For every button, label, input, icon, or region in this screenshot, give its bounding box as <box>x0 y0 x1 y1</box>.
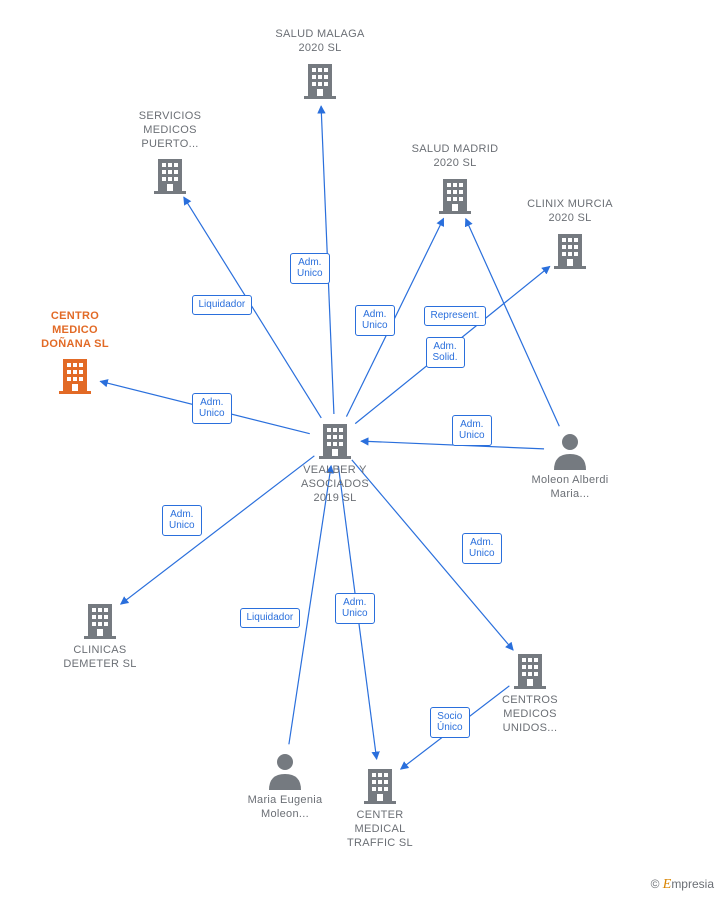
building-icon <box>550 230 590 270</box>
node-clinix[interactable]: CLINIX MURCIA 2020 SL <box>525 198 615 270</box>
node-label: Moleon Alberdi Maria... <box>525 474 615 502</box>
node-centros_unidos[interactable]: CENTROS MEDICOS UNIDOS... <box>485 650 575 735</box>
person-icon <box>265 750 305 790</box>
person-icon <box>550 430 590 470</box>
edge-label: Adm.Unico <box>335 593 375 624</box>
node-label: CLINIX MURCIA 2020 SL <box>525 198 615 226</box>
node-label: CENTRO MEDICO DOÑANA SL <box>30 310 120 351</box>
edge-label: Adm.Unico <box>452 415 492 446</box>
node-label: SALUD MALAGA 2020 SL <box>275 28 365 56</box>
building-icon <box>55 355 95 395</box>
edge-label: Liquidador <box>192 295 253 315</box>
node-salud_madrid[interactable]: SALUD MADRID 2020 SL <box>410 143 500 215</box>
edge-label: SocioÚnico <box>430 707 470 738</box>
node-centro_donana[interactable]: CENTRO MEDICO DOÑANA SL <box>30 310 120 395</box>
node-label: Maria Eugenia Moleon... <box>240 794 330 822</box>
node-servicios[interactable]: SERVICIOS MEDICOS PUERTO... <box>125 110 215 195</box>
edge-label: Adm.Unico <box>355 305 395 336</box>
node-center_traffic[interactable]: CENTER MEDICAL TRAFFIC SL <box>335 765 425 850</box>
building-icon <box>315 420 355 460</box>
node-label: SALUD MADRID 2020 SL <box>410 143 500 171</box>
edge-label: Adm.Unico <box>192 393 232 424</box>
edge <box>289 466 331 745</box>
node-label: CENTROS MEDICOS UNIDOS... <box>485 694 575 735</box>
edge-label: Represent. <box>424 306 487 326</box>
building-icon <box>510 650 550 690</box>
node-salud_malaga[interactable]: SALUD MALAGA 2020 SL <box>275 28 365 100</box>
edge-label: Adm.Unico <box>290 253 330 284</box>
node-label: SERVICIOS MEDICOS PUERTO... <box>125 110 215 151</box>
building-icon <box>435 175 475 215</box>
copyright-symbol: © <box>651 877 660 891</box>
node-demeter[interactable]: CLINICAS DEMETER SL <box>55 600 145 672</box>
brand-text: mpresia <box>671 877 714 891</box>
edge-label: Adm.Unico <box>162 505 202 536</box>
edge-label: Liquidador <box>240 608 301 628</box>
node-maria_eugenia[interactable]: Maria Eugenia Moleon... <box>240 750 330 822</box>
building-icon <box>300 60 340 100</box>
edge-label: Adm.Solid. <box>426 337 465 368</box>
node-label: VEALBER Y ASOCIADOS 2019 SL <box>290 464 380 505</box>
building-icon <box>150 155 190 195</box>
copyright-footer: © Empresia <box>651 877 714 893</box>
edge-label: Adm.Unico <box>462 533 502 564</box>
building-icon <box>80 600 120 640</box>
edge <box>121 456 315 604</box>
node-vealber[interactable]: VEALBER Y ASOCIADOS 2019 SL <box>290 420 380 505</box>
node-moleon[interactable]: Moleon Alberdi Maria... <box>525 430 615 502</box>
node-label: CENTER MEDICAL TRAFFIC SL <box>335 809 425 850</box>
building-icon <box>360 765 400 805</box>
node-label: CLINICAS DEMETER SL <box>55 644 145 672</box>
